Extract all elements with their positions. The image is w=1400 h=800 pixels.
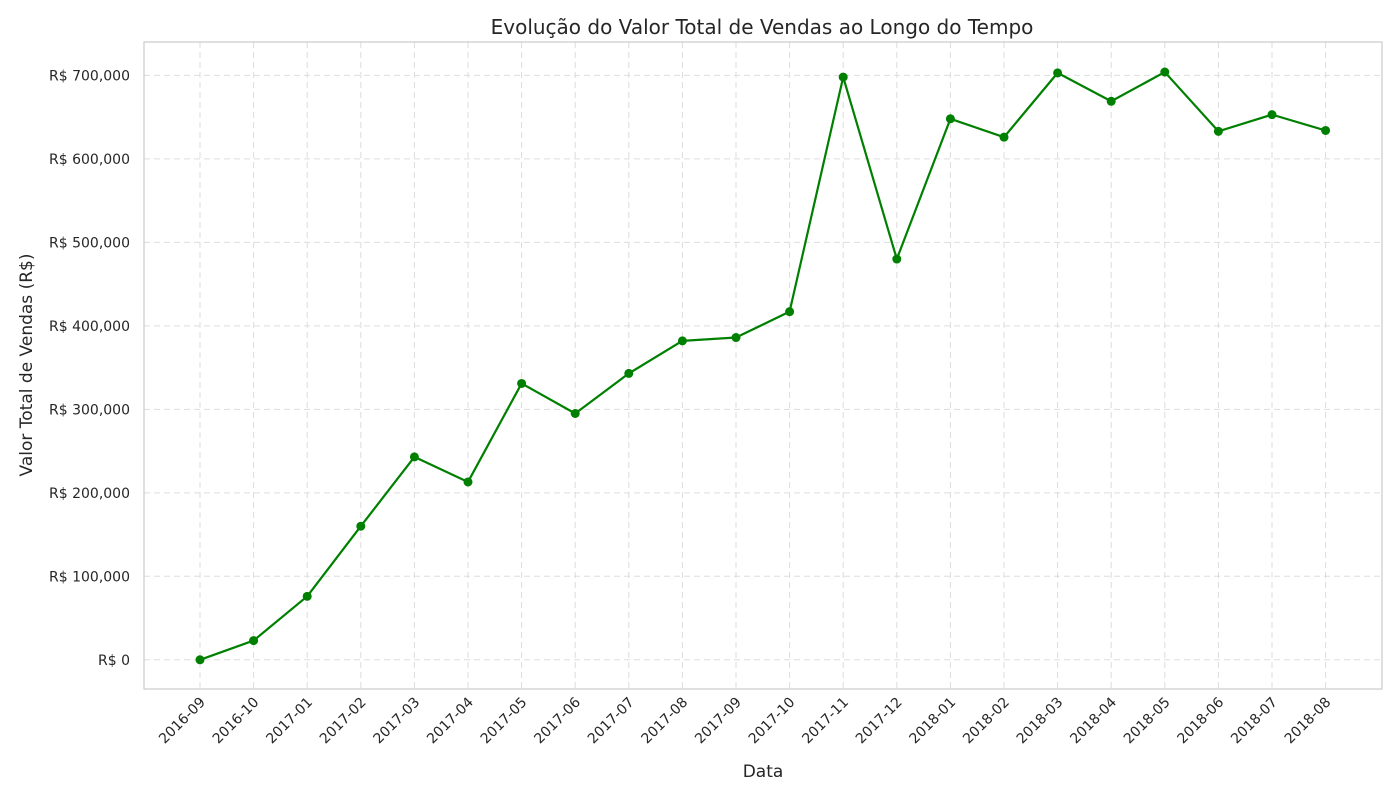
x-tick-label: 2018-03 [1014, 695, 1067, 748]
plot-frame [143, 41, 1383, 690]
x-tick-label: 2017-12 [853, 695, 906, 748]
y-tick-label: R$ 600,000 [49, 152, 130, 168]
x-axis-label: Data [743, 762, 784, 782]
x-tick-label: 2017-03 [371, 695, 424, 748]
data-point [892, 254, 902, 264]
data-point [1267, 110, 1277, 120]
data-point [463, 477, 473, 487]
y-tick-label: R$ 200,000 [49, 486, 130, 502]
y-axis-label: Valor Total de Vendas (R$) [17, 254, 37, 477]
x-tick-label: 2017-05 [478, 695, 531, 748]
y-tick-label: R$ 700,000 [49, 68, 130, 84]
y-tick-label: R$ 300,000 [49, 402, 130, 418]
data-point [1106, 96, 1116, 106]
y-tick-label: R$ 0 [98, 653, 130, 669]
x-tick-label: 2017-08 [639, 695, 692, 748]
x-tick-label: 2016-10 [210, 695, 263, 748]
data-point [838, 72, 848, 82]
data-series [195, 67, 1331, 665]
grid-lines [144, 42, 1382, 689]
data-point [1321, 125, 1331, 135]
x-tick-label: 2018-02 [960, 695, 1013, 748]
data-point [302, 591, 312, 601]
x-tick-label: 2018-07 [1228, 695, 1281, 748]
series-line [199, 70, 1326, 661]
data-point [731, 333, 741, 343]
x-tick-label: 2018-06 [1175, 694, 1228, 747]
y-tick-label: R$ 100,000 [49, 569, 130, 585]
y-tick-label: R$ 400,000 [49, 319, 130, 335]
y-axis-ticks: R$ 0 R$ 100,000 R$ 200,000 R$ 300,000 R$ 400… [49, 68, 130, 668]
x-tick-label: 2018-01 [907, 695, 960, 748]
data-point [195, 655, 205, 665]
data-point [785, 307, 795, 317]
chart-title: Evolução do Valor Total de Vendas ao Lon… [491, 15, 1034, 39]
data-point [677, 336, 687, 346]
x-tick-label: 2017-09 [692, 695, 745, 748]
x-tick-label: 2018-08 [1282, 695, 1335, 748]
x-tick-label: 2017-11 [799, 695, 852, 748]
x-tick-label: 2017-07 [585, 695, 638, 748]
data-point [249, 636, 259, 646]
x-axis-ticks: 2016-09 2016-10 2017-01 2017-02 2017-03 2017-… [156, 694, 1334, 747]
data-point [1053, 68, 1063, 78]
data-point [1213, 126, 1223, 136]
data-point [356, 521, 366, 531]
x-tick-label: 2017-04 [424, 694, 477, 747]
x-tick-label: 2018-04 [1067, 694, 1120, 747]
data-point [1160, 67, 1170, 77]
x-tick-label: 2017-10 [746, 695, 799, 748]
x-tick-label: 2017-06 [531, 694, 584, 747]
data-point [999, 132, 1009, 142]
data-point [517, 378, 527, 388]
x-tick-label: 2016-09 [156, 695, 209, 748]
x-tick-label: 2018-05 [1121, 695, 1174, 748]
x-tick-label: 2017-02 [317, 695, 370, 748]
x-tick-label: 2017-01 [263, 695, 316, 748]
y-tick-label: R$ 500,000 [49, 235, 130, 251]
data-point [624, 368, 634, 378]
data-point [570, 409, 580, 419]
data-point [409, 452, 419, 462]
data-point [945, 114, 955, 124]
